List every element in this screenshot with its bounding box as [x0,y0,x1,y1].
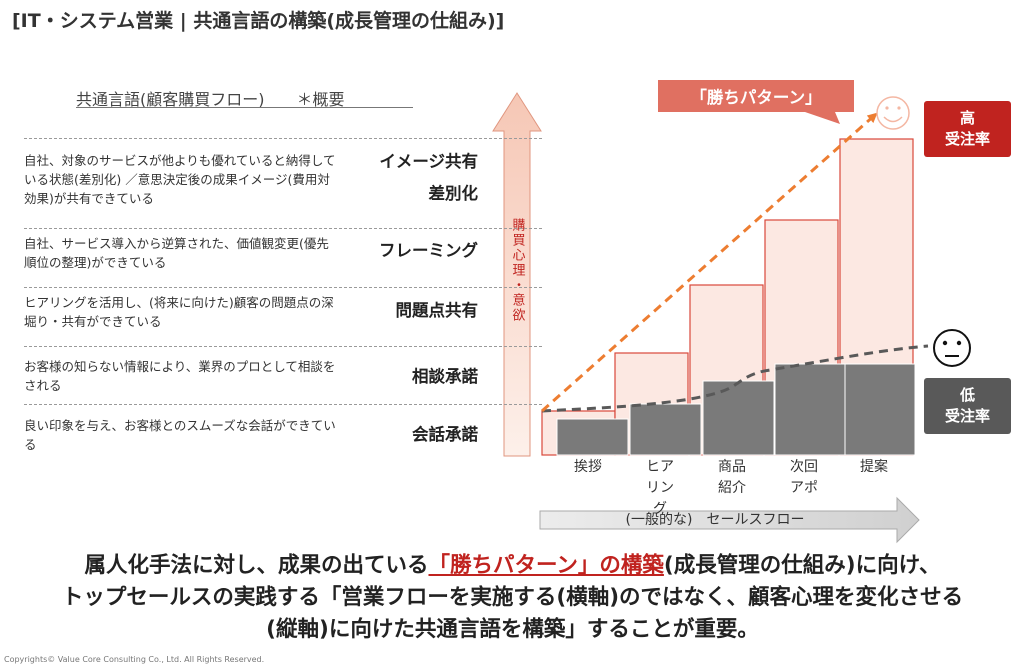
page-title: [IT・システム営業 | 共通言語の構築(成長管理の仕組み)] [12,10,505,32]
stage-name-framing: フレーミング [379,241,478,260]
stage-separator [24,346,542,347]
sales-flow-arrow [539,496,920,544]
stage-separator [24,138,542,139]
sales-step-greeting: 挨拶 [574,459,602,475]
stage-description-conversation: 良い印象を与え、お客様とのスムーズな会話ができている [24,418,336,452]
sales-step-proposal: 提案 [860,459,888,475]
stage-description-framing: 自社、サービス導入から逆算された、価値観変更(優先順位の整理)ができている [24,236,329,270]
stage-description-image-sharing: 自社、対象のサービスが他よりも優れていると納得している状態(差別化) ／意思決定… [24,153,336,206]
stage-name-consultation: 相談承諾 [412,367,478,386]
win-pattern-label: 「勝ちパターン」 [658,80,854,112]
smiling-face-icon [876,96,910,130]
stage-separator [24,287,542,288]
flow-heading: 共通言語(顧客購買フロー) ＊概要 [76,90,345,109]
generic-flow-bar-2 [629,403,702,456]
sales-step-next-appointment: 次回 アポ [790,459,818,496]
sales-step-product-intro: 商品 紹介 [718,459,746,496]
stage-description-problem-sharing: ヒアリングを活用し、(将来に向けた)顧客の問題点の深堀り・共有ができている [24,295,334,329]
generic-flow-bar-4 [774,363,847,456]
stage-name-conversation: 会話承諾 [412,425,478,444]
generic-flow-bar-3 [702,380,775,456]
stage-separator [24,228,542,229]
low-order-rate-badge: 低 受注率 [924,378,1011,434]
stage-name-problem-sharing: 問題点共有 [395,301,479,320]
generic-flow-curve [541,344,929,413]
sales-flow-caption: (一般的な) セールスフロー [625,512,805,528]
stage-name-image-sharing: イメージ共有 [379,152,478,171]
psychology-axis-arrow [492,92,542,457]
sales-step-hearing: ヒア リン グ [646,459,674,517]
high-order-rate-badge: 高 受注率 [924,101,1011,157]
generic-flow-bar-5 [844,363,916,456]
stage-name-differentiation: 差別化 [428,184,479,203]
neutral-face-icon [933,329,971,367]
stage-separator [24,404,542,405]
copyright-notice: Copyrights© Value Core Consulting Co., L… [4,655,265,664]
flow-heading-underline [76,107,413,108]
summary-message: 属人化手法に対し、成果の出ている「勝ちパターン」の構築(成長管理の仕組み)に向け… [61,553,964,642]
win-pattern-pointer [805,112,840,124]
stage-description-consultation: お客様の知らない情報により、業界のプロとして相談をされる [24,359,336,393]
vertical-axis-label: 購買心理・意欲 [510,218,526,323]
generic-flow-bar-1 [556,418,629,456]
